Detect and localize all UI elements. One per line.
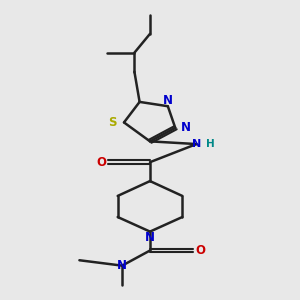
Text: H: H: [206, 139, 215, 149]
Text: N: N: [145, 231, 155, 244]
Text: N: N: [181, 121, 191, 134]
Text: O: O: [96, 156, 106, 169]
Text: N: N: [192, 139, 201, 149]
Text: N: N: [163, 94, 173, 107]
Text: O: O: [195, 244, 205, 257]
Text: S: S: [109, 116, 117, 129]
Text: N: N: [117, 259, 127, 272]
